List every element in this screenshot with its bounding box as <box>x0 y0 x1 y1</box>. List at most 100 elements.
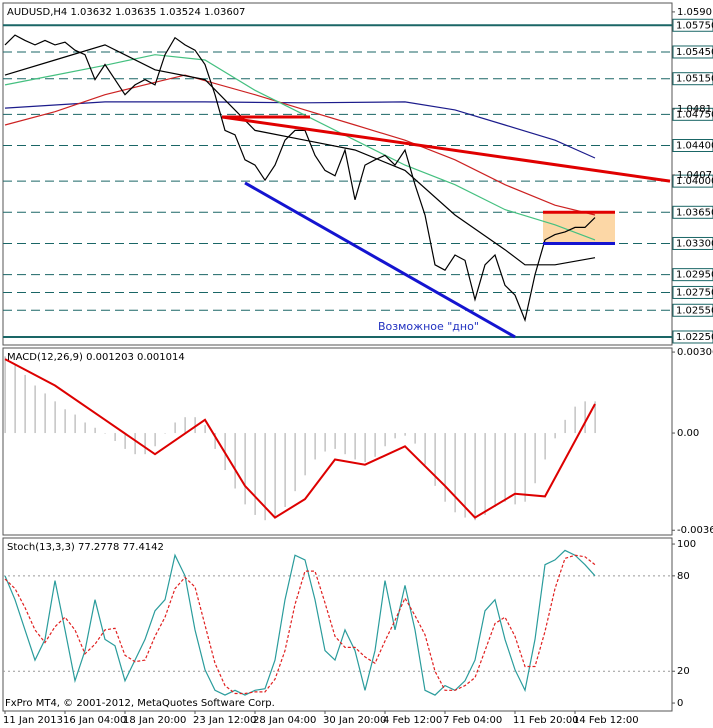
histogram-bar <box>104 433 106 434</box>
x-tick-label: 11 Jan 2013 <box>3 715 63 726</box>
level-label-box <box>672 236 713 250</box>
level-label: 1.05450 <box>676 47 713 58</box>
level-label-box <box>672 139 713 152</box>
histogram-bar <box>254 433 256 515</box>
histogram-bar <box>294 433 296 492</box>
histogram-bar <box>494 433 496 508</box>
histogram-bar <box>244 433 246 505</box>
pane-title: AUDUSD,H4 1.03632 1.03635 1.03524 1.0360… <box>7 7 245 18</box>
histogram-bar <box>184 417 186 434</box>
histogram-bar <box>4 356 6 434</box>
histogram-bar <box>14 364 16 434</box>
histogram-bar <box>174 422 176 434</box>
histogram-bar <box>314 433 316 460</box>
histogram-bar <box>404 433 406 436</box>
level-label: 1.04000 <box>676 176 713 187</box>
level-label-box <box>672 45 713 59</box>
series-line <box>4 74 596 216</box>
histogram-bar <box>554 433 556 439</box>
histogram-bar <box>44 393 46 434</box>
histogram-bar <box>64 409 66 434</box>
histogram-bar <box>524 433 526 502</box>
y-tick-label: 100 <box>677 539 696 550</box>
histogram-bar <box>154 433 156 447</box>
series-line <box>4 101 596 159</box>
histogram-bar <box>374 433 376 457</box>
x-tick-label: 30 Jan 20:00 <box>323 715 386 726</box>
x-tick-label: 16 Jan 04:00 <box>63 715 126 726</box>
y-tick-label: 0 <box>677 698 683 709</box>
histogram-bar <box>204 425 206 434</box>
level-label: 1.04750 <box>676 109 713 120</box>
level-label-box <box>672 268 713 282</box>
x-tick-label: 14 Feb 12:00 <box>573 715 639 726</box>
histogram-bar <box>304 433 306 476</box>
x-tick-label: 11 Feb 20:00 <box>513 715 579 726</box>
level-label: 1.02550 <box>676 305 713 316</box>
histogram-bar <box>274 433 276 518</box>
series-line <box>4 549 596 696</box>
histogram-bar <box>394 433 396 439</box>
histogram-bar <box>24 374 26 434</box>
x-tick-label: 4 Feb 12:00 <box>383 715 442 726</box>
histogram-bar <box>534 433 536 484</box>
y-tick-label: 1.0481 <box>677 104 712 115</box>
histogram-bar <box>354 433 356 460</box>
y-tick-label: -0.00368 <box>677 525 713 536</box>
level-label: 1.05750 <box>676 20 713 31</box>
level-label-box <box>672 18 713 32</box>
histogram-bar <box>594 401 596 434</box>
histogram-bar <box>364 433 366 463</box>
level-label: 1.03300 <box>676 238 713 249</box>
x-tick-label: 18 Jan 20:00 <box>123 715 186 726</box>
pane-border <box>2 537 673 712</box>
histogram-bar <box>424 433 426 465</box>
level-label-box <box>672 107 713 121</box>
level-label-box <box>672 72 713 86</box>
level-label: 1.04400 <box>676 141 713 152</box>
series-line <box>4 34 596 323</box>
pane-title: Stoch(13,3,3) 77.2778 77.4142 <box>7 542 164 553</box>
pane-border <box>2 347 673 536</box>
histogram-bar <box>84 422 86 434</box>
histogram-bar <box>264 433 266 521</box>
y-tick-label: 0.003066 <box>677 347 713 358</box>
histogram-bar <box>444 433 446 502</box>
level-label-box <box>672 330 713 344</box>
histogram-bar <box>464 433 466 518</box>
x-tick-label: 23 Jan 12:00 <box>193 715 256 726</box>
series-line <box>4 44 596 266</box>
histogram-bar <box>134 433 136 455</box>
trendline <box>221 115 671 183</box>
annotation: Возможное "дно" <box>378 320 479 333</box>
histogram-bar <box>334 433 336 449</box>
histogram-bar <box>574 406 576 434</box>
histogram-bar <box>434 433 436 486</box>
histogram-bar <box>164 433 166 434</box>
histogram-bar <box>584 401 586 434</box>
pane-title: MACD(12,26,9) 0.001203 0.001014 <box>7 352 185 363</box>
pane-border <box>2 2 673 346</box>
histogram-bar <box>194 417 196 434</box>
y-tick-label: 1.0590 <box>677 7 712 18</box>
histogram-bar <box>234 433 236 489</box>
histogram-bar <box>74 414 76 434</box>
histogram-bar <box>514 433 516 505</box>
histogram-bar <box>454 433 456 513</box>
histogram-bar <box>114 433 116 441</box>
level-label-box <box>672 285 713 299</box>
level-label: 1.02950 <box>676 270 713 281</box>
level-label: 1.03650 <box>676 207 713 218</box>
level-label: 1.05150 <box>676 74 713 85</box>
histogram-bar <box>34 385 36 434</box>
x-tick-label: 28 Jan 04:00 <box>253 715 316 726</box>
series-line <box>4 358 596 519</box>
trendline <box>244 181 516 339</box>
histogram-bar <box>344 433 346 455</box>
histogram-bar <box>94 427 96 434</box>
histogram-bar <box>504 433 506 502</box>
histogram-bar <box>144 433 146 455</box>
level-label: 1.02750 <box>676 287 713 298</box>
